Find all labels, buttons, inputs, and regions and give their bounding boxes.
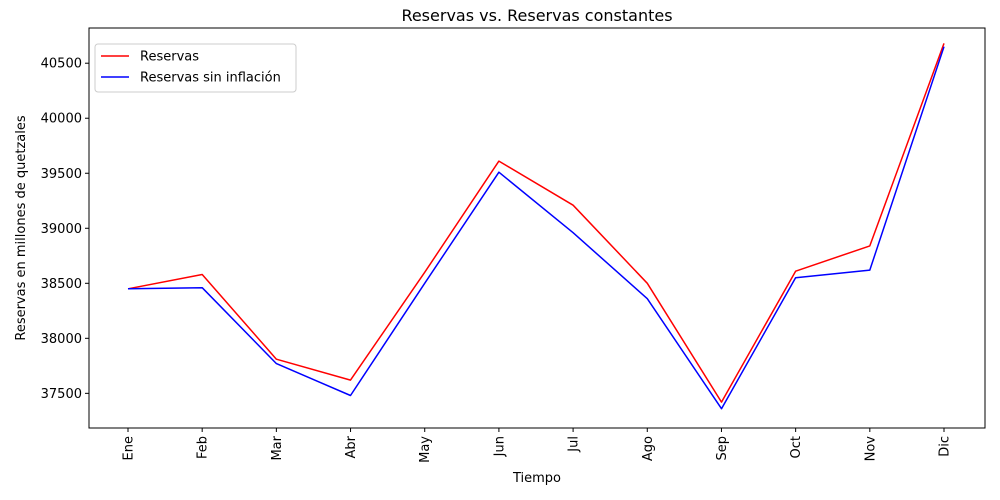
x-tick-label-jul: Jul: [567, 436, 582, 453]
x-tick-label-oct: Oct: [789, 436, 804, 458]
x-tick-label-mar: Mar: [270, 435, 285, 460]
series-layer: [127, 43, 945, 410]
x-tick-label-jun: Jun: [492, 436, 507, 457]
x-tick-label-sep: Sep: [715, 436, 730, 461]
y-axis-ticks: 37500 38000 38500 39000 39500 40000 40500: [41, 57, 89, 402]
chart-title: Reservas vs. Reservas constantes: [401, 6, 672, 25]
x-axis-title: Tiempo: [512, 471, 561, 486]
series-line-reservas: [127, 43, 945, 403]
x-tick-label-may: May: [418, 436, 433, 463]
y-axis-title: Reservas en millones de quetzales: [14, 115, 29, 340]
legend: Reservas Reservas sin inflación: [94, 43, 297, 93]
y-tick-label: 40500: [41, 57, 82, 72]
y-tick-label: 38000: [41, 332, 82, 347]
y-tick-label: 39500: [41, 167, 82, 182]
x-tick-label-ago: Ago: [641, 436, 656, 461]
x-tick-label-abr: Abr: [344, 435, 359, 458]
y-tick-label: 40000: [41, 112, 82, 127]
legend-box: [94, 43, 297, 93]
x-axis-ticks: Ene Feb Mar Abr May Jun Jul Ago Sep Oct Nov Dic: [122, 428, 953, 463]
x-tick-label-feb: Feb: [196, 436, 211, 459]
series-line-reservas-sin-inflacion: [127, 46, 945, 410]
x-tick-label-ene: Ene: [122, 436, 137, 460]
y-tick-label: 38500: [41, 277, 82, 292]
legend-label-reservas-sin-inflacion: Reservas sin inflación: [140, 71, 281, 86]
legend-label-reservas: Reservas: [140, 50, 199, 65]
y-tick-label: 39000: [41, 222, 82, 237]
x-tick-label-nov: Nov: [863, 436, 878, 462]
x-tick-label-dic: Dic: [938, 436, 953, 457]
plot-area: [88, 27, 986, 429]
y-tick-label: 37500: [41, 387, 82, 402]
